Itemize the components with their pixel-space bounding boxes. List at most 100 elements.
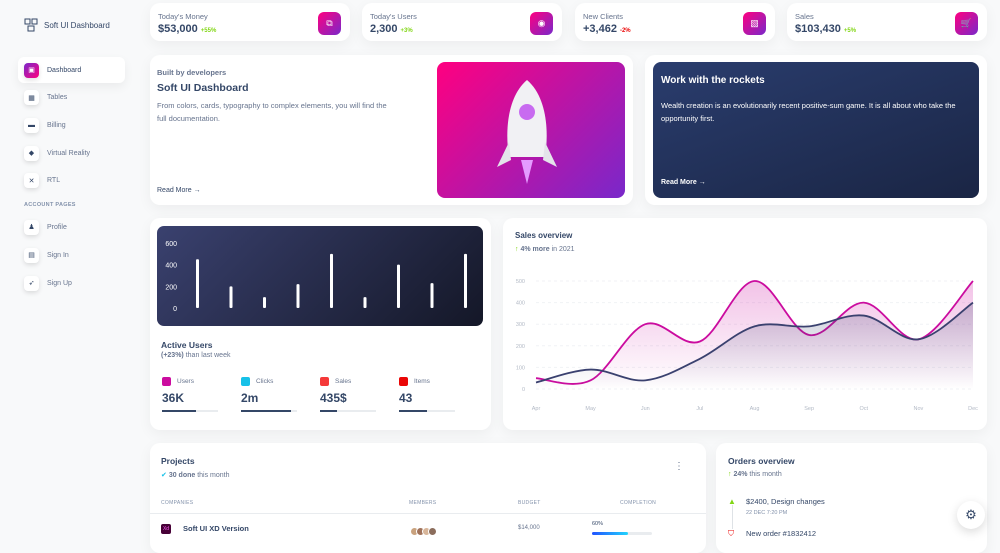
document-icon: ▧ (743, 12, 766, 35)
orders-title: Orders overview (728, 456, 795, 466)
shop-icon: ▣ (24, 62, 39, 78)
metric-label: Items (414, 378, 430, 385)
active-users-chart: 0 200 400 600 (157, 226, 483, 326)
rockets-read-more-link[interactable]: Read More → (661, 179, 706, 186)
orders-card: Orders overview ↑ 24% this month ▲ $2400… (716, 443, 987, 553)
metric-icon (399, 377, 408, 386)
bar (464, 253, 467, 308)
active-users-subtitle: than last week (183, 352, 231, 359)
order-date: 22 DEC 7:20 PM (746, 510, 788, 516)
metric-progress-bar (399, 410, 427, 412)
bar (263, 297, 266, 308)
user-icon: ♟ (24, 219, 39, 235)
bar (363, 297, 367, 308)
y-tick-label: 100 (516, 365, 525, 371)
x-tick-label: Jul (696, 406, 703, 412)
x-tick-label: May (585, 406, 596, 412)
metric-items: Items 43 (399, 376, 455, 416)
sidebar-item-label: Tables (47, 94, 68, 102)
builder-title: Soft UI Dashboard (157, 82, 249, 94)
section-label: ACCOUNT PAGES (24, 202, 76, 208)
credit-card-icon: ▬ (24, 117, 39, 133)
metric-progress-track (241, 410, 297, 412)
orders-suffix: this month (747, 471, 782, 478)
order-title: $2400, Design changes (746, 497, 825, 506)
projects-done: 30 done (168, 472, 196, 479)
sidebar-item-profile[interactable]: ♟ Profile (18, 214, 125, 240)
timeline-line (732, 505, 733, 529)
stat-card: Sales $103,430 +5% 🛒 (787, 3, 987, 41)
x-tick-label: Dec (968, 406, 978, 412)
stat-value: 2,300 (370, 23, 398, 35)
rocket-image (437, 62, 625, 198)
sidebar-item-dashboard[interactable]: ▣ Dashboard (18, 57, 125, 83)
sidebar-item-sign-up[interactable]: ➶ Sign Up (18, 270, 125, 296)
document-icon: ▤ (24, 247, 39, 263)
metric-value: 36K (162, 391, 185, 405)
sidebar-item-sign-in[interactable]: ▤ Sign In (18, 242, 125, 268)
metric-progress-track (320, 410, 376, 412)
column-header: MEMBERS (409, 500, 437, 506)
stat-change: +55% (200, 28, 217, 34)
table-row[interactable]: Xd Soft UI XD Version $14,000 60% (150, 517, 706, 541)
stat-label: New Clients (583, 12, 624, 21)
y-tick-label: 200 (516, 344, 525, 350)
metric-label: Clicks (256, 378, 274, 385)
stat-change: +3% (400, 28, 413, 34)
orders-change: 24% (733, 471, 748, 478)
active-users-change: (+23%) (161, 352, 184, 359)
arrow-up-icon: ↑ (728, 471, 734, 478)
y-tick-label: 0 (173, 306, 177, 313)
metric-progress-track (399, 410, 455, 412)
divider (150, 513, 706, 514)
member-avatars[interactable] (410, 523, 438, 536)
completion-bar (592, 532, 628, 535)
html5-icon: ⛉ (728, 529, 734, 538)
sales-overview-title: Sales overview (515, 231, 573, 240)
bar (397, 264, 400, 308)
metric-value: 2m (241, 391, 259, 405)
sidebar-item-virtual-reality[interactable]: ◆ Virtual Reality (18, 140, 125, 166)
metric-icon (320, 377, 329, 386)
more-options-icon[interactable]: ⋮ (674, 461, 684, 472)
logo-icon (24, 18, 38, 32)
x-tick-label: Aug (750, 406, 760, 412)
metric-label: Users (177, 378, 194, 385)
sidebar-item-label: Virtual Reality (47, 149, 91, 157)
sidebar-item-label: Profile (47, 223, 67, 231)
sidebar-item-billing[interactable]: ▬ Billing (18, 112, 125, 138)
sidebar-item-label: Sign In (47, 251, 69, 259)
bell-icon: ▲ (728, 497, 736, 506)
sidebar-item-label: Billing (47, 121, 66, 129)
sidebar-item-label: RTL (47, 177, 61, 185)
x-tick-label: Nov (913, 406, 923, 412)
stat-card: New Clients +3,462 -2% ▧ (575, 3, 775, 41)
cart-icon: 🛒 (955, 12, 978, 35)
stat-change: +5% (843, 28, 857, 34)
bar (430, 283, 434, 308)
stat-label: Today's Users (370, 12, 417, 21)
stat-card: Today's Users 2,300 +3% ◉ (362, 3, 562, 41)
builder-read-more-link[interactable]: Read More → (157, 187, 201, 194)
metric-progress-bar (162, 410, 196, 412)
y-tick-label: 600 (165, 241, 177, 248)
sidebar-item-rtl[interactable]: ✕ RTL (18, 168, 125, 194)
rockets-card: Work with the rockets Wealth creation is… (645, 55, 987, 205)
stat-value: $103,430 (795, 23, 841, 35)
brand[interactable]: Soft UI Dashboard (24, 18, 110, 32)
x-tick-label: Sep (804, 406, 814, 412)
brand-name: Soft UI Dashboard (44, 20, 110, 30)
projects-card: Projects ✔ 30 done this month ⋮ COMPANIE… (150, 443, 706, 553)
bar (296, 284, 300, 308)
metric-progress-bar (241, 410, 292, 412)
projects-done-suffix: this month (195, 472, 230, 479)
x-tick-label: Jun (641, 406, 650, 412)
money-icon: ⧉ (318, 12, 341, 35)
sidebar-item-tables[interactable]: ▦ Tables (18, 85, 125, 111)
stat-card: Today's Money $53,000 +55% ⧉ (150, 3, 350, 41)
settings-gear-icon[interactable]: ⚙ (957, 501, 985, 529)
rocket-icon: ➶ (24, 275, 39, 291)
metric-clicks: Clicks 2m (241, 376, 297, 416)
sidebar-item-label: Sign Up (47, 279, 72, 287)
sales-overview-subtitle: in 2021 (549, 246, 575, 253)
